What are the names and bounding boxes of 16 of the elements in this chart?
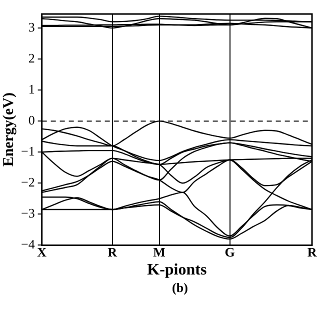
y-tick-label: 3	[28, 19, 35, 34]
y-tick-label: −4	[20, 236, 36, 252]
y-tick-label: −1	[20, 144, 35, 159]
x-tick-label: R	[108, 244, 118, 260]
y-tick-label: −3	[20, 206, 35, 221]
y-tick-label: −2	[20, 174, 35, 190]
x-tick-label: M	[153, 244, 166, 260]
y-axis-title: Energy(eV)	[0, 92, 17, 167]
x-tick-label: X	[37, 244, 48, 260]
x-axis-title: K-pionts	[147, 262, 207, 279]
x-tick-label: G	[224, 244, 235, 260]
y-tick-label: 2	[28, 50, 35, 66]
x-tick-label: R	[307, 244, 318, 260]
text: (b)	[171, 280, 189, 296]
y-tick-label: 0	[28, 112, 35, 128]
y-tick-label: 1	[28, 81, 35, 96]
